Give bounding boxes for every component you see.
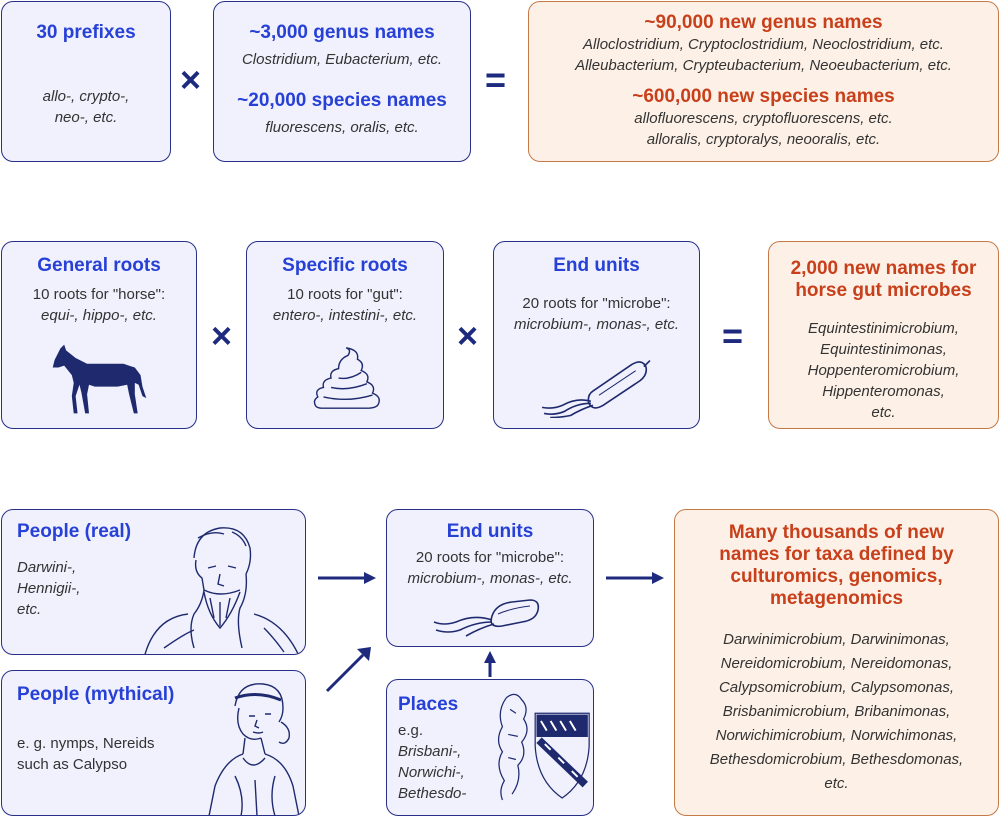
row2-result-box: 2,000 new names for horse gut microbes E… [768, 241, 999, 429]
new-species-ex2: alloralis, cryptoralys, neooralis, etc. [646, 131, 881, 148]
species-title: ~20,000 species names [237, 90, 447, 111]
horse-icon [52, 344, 147, 414]
people-mythical-box: People (mythical) e. g. nymps, Nereids s… [1, 670, 306, 816]
prefixes-box: 30 prefixes allo-, crypto-, neo-, etc. [1, 1, 171, 162]
prefixes-examples: allo-, crypto-, neo-, etc. [2, 86, 170, 128]
row3-result-title: Many thousands of new names for taxa def… [675, 522, 998, 610]
general-roots-line2: equi-, hippo-, etc. [41, 307, 157, 324]
general-roots-line1: 10 roots for "horse": [32, 286, 166, 303]
specific-roots-line1: 10 roots for "gut": [287, 286, 403, 303]
places-eg: e.g. [398, 722, 424, 739]
row3-result-title-line: Many thousands of new [728, 522, 945, 543]
people-mythical-line2: such as Calypso [17, 756, 128, 773]
genus-examples: Clostridium, Eubacterium, etc. [241, 51, 443, 68]
arrow-right-people-real [318, 572, 376, 584]
list-item: Darwini-, [17, 559, 77, 576]
prefixes-title: 30 prefixes [36, 22, 136, 43]
row3-result-box: Many thousands of new names for taxa def… [674, 509, 999, 816]
specific-roots-title: Specific roots [282, 255, 408, 276]
row3-result-title-line: culturomics, genomics, [730, 566, 943, 587]
people-real-box: People (real) Darwini-, Hennigii-, etc. [1, 509, 306, 655]
poop-icon [313, 347, 380, 409]
end-units-title-row3: End units [446, 521, 534, 542]
times-operator: × [180, 59, 202, 100]
people-mythical-line1: e. g. nymps, Nereids [17, 735, 155, 752]
places-examples: Brisbani-, Norwichi-, Bethesdo- [398, 741, 466, 804]
new-species-ex1: allofluorescens, cryptofluorescens, etc. [634, 110, 893, 127]
genus-species-box: ~3,000 genus names Clostridium, Eubacter… [213, 1, 471, 162]
nymph-portrait-icon [208, 683, 300, 815]
arrow-right-to-result [606, 572, 664, 584]
row2-result-title1: 2,000 new names for [790, 258, 977, 279]
places-title: Places [398, 694, 459, 715]
row3-result-title-line: metagenomics [769, 588, 904, 609]
bacterium-icon [433, 599, 540, 637]
list-item: Brisbanimicrobium, Bribanimonas, [722, 703, 951, 720]
end-units-box-row2: End units 20 roots for "microbe": microb… [493, 241, 700, 429]
end-units-line2-row2: microbium-, monas-, etc. [513, 316, 680, 333]
list-item: Norwichimicrobium, Norwichimonas, [715, 727, 958, 744]
prefixes-line2: neo-, etc. [54, 109, 118, 126]
row2-result-names: Equintestinimicrobium, Equintestinimonas… [769, 318, 998, 423]
coat-of-arms-icon [497, 693, 590, 801]
list-item: Nereidomicrobium, Nereidomonas, [720, 655, 953, 672]
list-item: Darwinimicrobium, Darwinimonas, [723, 631, 950, 648]
new-genus-ex1: Alloclostridium, Cryptoclostridium, Neoc… [583, 36, 944, 53]
specific-roots-line2: entero-, intestini-, etc. [272, 307, 418, 324]
row2-result-title2: horse gut microbes [795, 280, 972, 301]
equals-operator: = [485, 59, 507, 100]
people-mythical-title: People (mythical) [17, 684, 175, 705]
specific-roots-box: Specific roots 10 roots for "gut": enter… [246, 241, 444, 429]
end-units-line2-row3: microbium-, monas-, etc. [407, 570, 573, 587]
end-units-line1-row3: 20 roots for "microbe": [415, 549, 565, 566]
new-genus-title: ~90,000 new genus names [644, 12, 883, 33]
row3-result-title-line: names for taxa defined by [719, 544, 954, 565]
end-units-box-row3: End units 20 roots for "microbe": microb… [386, 509, 594, 647]
list-item: Hoppenteromicrobium, [807, 362, 960, 379]
list-item: Brisbani-, [398, 743, 462, 760]
list-item: Equintestinimonas, [820, 341, 947, 358]
equals-operator-2: = [722, 315, 744, 356]
darwin-portrait-icon [144, 527, 299, 654]
list-item: etc. [824, 775, 849, 792]
list-item: Equintestinimicrobium, [808, 320, 959, 337]
list-item: etc. [17, 601, 42, 618]
arrow-diagonal-people-myth [325, 647, 371, 693]
people-mythical-examples: e. g. nymps, Nereids such as Calypso [17, 733, 155, 775]
species-examples: fluorescens, oralis, etc. [265, 119, 419, 136]
new-genus-ex2: Alleubacterium, Crypteubacterium, Neoeub… [575, 57, 952, 74]
genus-title: ~3,000 genus names [249, 22, 435, 43]
list-item: etc. [871, 404, 896, 421]
people-real-examples: Darwini-, Hennigii-, etc. [17, 557, 80, 620]
general-roots-box: General roots 10 roots for "horse": equi… [1, 241, 197, 429]
list-item: Norwichi-, [398, 764, 465, 781]
times-operator-2a: × [211, 315, 233, 356]
people-real-title: People (real) [17, 521, 132, 542]
row1-result-box: ~90,000 new genus names Alloclostridium,… [528, 1, 999, 162]
arrow-up-places [484, 651, 496, 677]
list-item: Bethesdomicrobium, Bethesdomonas, [709, 751, 964, 768]
times-operator-2b: × [457, 315, 479, 356]
places-box: Places e.g. Brisbani-, Norwichi-, Bethes… [386, 679, 594, 816]
end-units-title-row2: End units [553, 255, 640, 276]
list-item: Bethesdo- [398, 785, 467, 802]
list-item: Hennigii-, [17, 580, 81, 597]
list-item: Calypsomicrobium, Calypsomonas, [718, 679, 955, 696]
bacterium-icon [541, 359, 651, 418]
prefixes-line1: allo-, crypto-, [42, 88, 130, 105]
general-roots-title: General roots [37, 255, 161, 276]
row3-result-names: Darwinimicrobium, Darwinimonas, Nereidom… [675, 628, 998, 796]
new-species-title: ~600,000 new species names [632, 86, 895, 107]
list-item: Hippenteromonas, [822, 383, 945, 400]
end-units-line1-row2: 20 roots for "microbe": [522, 295, 671, 312]
